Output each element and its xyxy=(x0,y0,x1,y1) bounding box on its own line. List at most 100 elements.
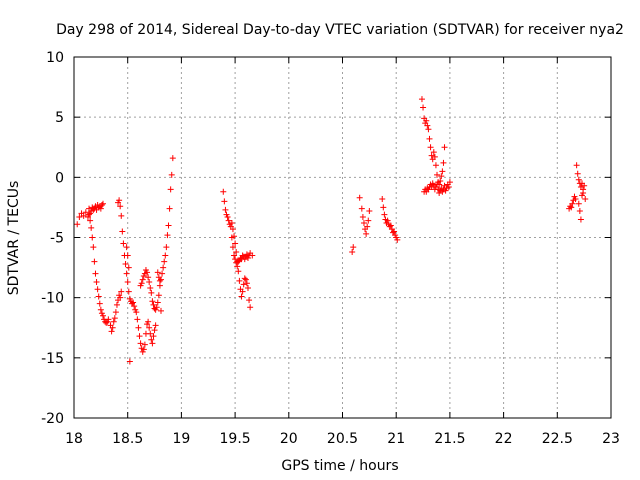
data-point xyxy=(86,211,93,218)
data-point xyxy=(140,346,147,353)
data-point xyxy=(380,204,387,211)
data-point xyxy=(155,292,162,299)
x-tick-label: 18 xyxy=(65,431,83,447)
data-point xyxy=(76,214,83,221)
x-tick-label: 19.5 xyxy=(220,431,251,447)
plot-frame xyxy=(73,56,612,419)
data-point xyxy=(430,149,437,156)
data-point xyxy=(434,181,441,188)
data-point xyxy=(87,217,94,224)
data-point xyxy=(366,208,373,215)
data-point xyxy=(441,144,448,151)
data-point xyxy=(424,122,431,129)
x-tick-label: 22.5 xyxy=(542,431,573,447)
data-point xyxy=(96,300,103,307)
grid xyxy=(74,57,611,418)
data-point xyxy=(242,276,249,283)
data-point xyxy=(147,285,154,292)
data-point xyxy=(358,205,365,212)
data-point xyxy=(232,256,239,263)
data-point xyxy=(148,336,155,343)
y-tick-label: -20 xyxy=(41,411,64,427)
data-point xyxy=(154,299,161,306)
x-axis-title: GPS time / hours xyxy=(281,458,398,474)
data-point xyxy=(150,333,157,340)
data-point xyxy=(113,301,120,308)
data-point xyxy=(141,341,148,348)
data-point xyxy=(122,260,129,267)
data-point xyxy=(138,280,145,287)
data-point xyxy=(93,279,100,286)
data-point xyxy=(249,252,256,259)
data-point xyxy=(394,236,401,243)
data-point xyxy=(379,195,386,202)
data-point xyxy=(126,358,133,365)
data-point xyxy=(387,222,394,229)
data-point xyxy=(349,248,356,255)
data-point xyxy=(124,279,131,286)
x-tick-label: 20 xyxy=(280,431,298,447)
data-point xyxy=(95,293,102,300)
data-point xyxy=(577,216,584,223)
data-point xyxy=(118,288,125,295)
data-point xyxy=(130,299,137,306)
data-point xyxy=(569,200,576,207)
data-point xyxy=(118,212,125,219)
data-point xyxy=(163,244,170,251)
data-point xyxy=(425,126,432,133)
data-point xyxy=(580,189,587,196)
x-tick-label: 22 xyxy=(495,431,513,447)
data-point xyxy=(229,226,236,233)
data-point xyxy=(145,274,152,281)
data-point xyxy=(168,171,175,178)
data-point xyxy=(222,206,229,213)
data-point xyxy=(428,152,435,159)
data-point xyxy=(80,212,87,219)
data-point xyxy=(365,217,372,224)
data-point xyxy=(154,269,161,276)
data-point xyxy=(166,205,173,212)
data-point xyxy=(220,188,227,195)
data-point xyxy=(98,202,105,209)
data-point xyxy=(149,340,156,347)
data-point xyxy=(420,104,427,111)
data-point xyxy=(151,327,158,334)
data-point xyxy=(134,316,141,323)
data-point xyxy=(90,244,97,251)
chart-title: Day 298 of 2014, Sidereal Day-to-day VTE… xyxy=(56,22,624,38)
data-point xyxy=(350,244,357,251)
data-point xyxy=(231,252,238,259)
data-point xyxy=(148,289,155,296)
data-point xyxy=(434,171,441,178)
data-point xyxy=(575,200,582,207)
data-point xyxy=(572,195,579,202)
data-point xyxy=(228,234,235,241)
x-tick-label: 20.5 xyxy=(327,431,358,447)
data-point xyxy=(91,258,98,265)
data-point xyxy=(384,217,391,224)
data-point xyxy=(232,240,239,247)
data-point xyxy=(139,276,146,283)
data-point xyxy=(241,275,248,282)
data-point xyxy=(116,197,123,204)
data-point xyxy=(582,195,589,202)
data-point xyxy=(236,277,243,284)
data-point xyxy=(97,205,104,212)
y-tick-label: -15 xyxy=(41,351,64,367)
y-tick-labels: -20 -15 -10 -5 0 5 10 xyxy=(41,50,64,427)
data-point xyxy=(117,203,124,210)
data-point xyxy=(157,307,164,314)
data-point xyxy=(225,217,232,224)
data-point xyxy=(363,230,370,237)
data-point xyxy=(169,155,176,162)
data-point xyxy=(110,318,117,325)
data-point xyxy=(153,304,160,311)
x-tick-labels: 18 18.5 19 19.5 20 20.5 21 21.5 22 22.5 23 xyxy=(65,431,620,447)
data-point xyxy=(149,298,156,305)
data-point xyxy=(137,340,144,347)
data-point xyxy=(356,194,363,201)
y-tick-label: -5 xyxy=(50,231,64,247)
data-point xyxy=(426,135,433,142)
data-point xyxy=(165,222,172,229)
